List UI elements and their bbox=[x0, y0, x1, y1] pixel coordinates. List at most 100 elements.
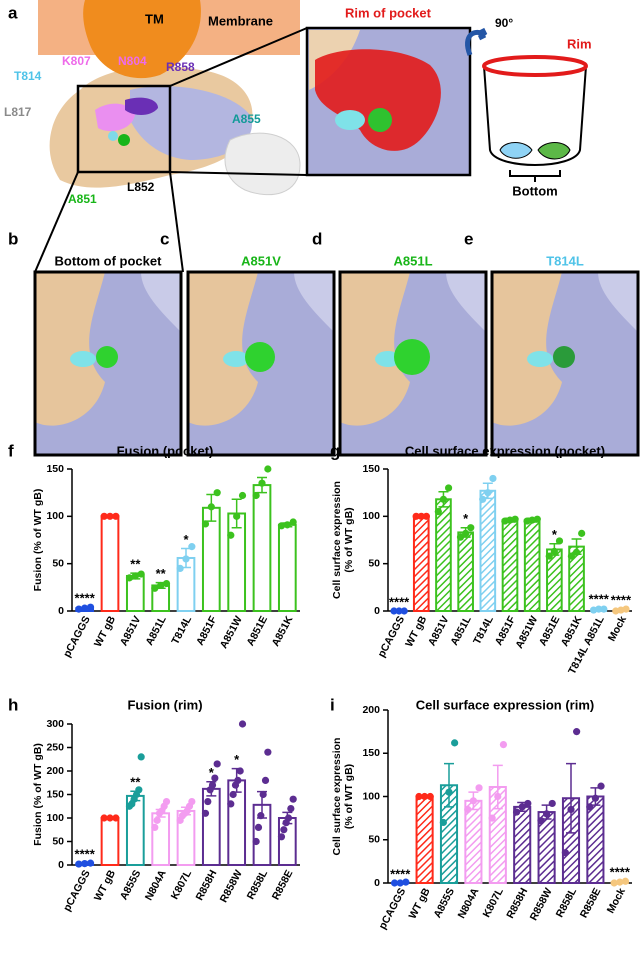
y-tick-label: 100 bbox=[46, 510, 64, 522]
data-point bbox=[106, 512, 114, 520]
x-tick-label: T814L bbox=[169, 614, 194, 647]
data-point bbox=[151, 584, 159, 592]
bar bbox=[501, 519, 519, 612]
panel-label: h bbox=[8, 695, 18, 714]
data-point bbox=[511, 515, 519, 523]
x-tick-label: R858W bbox=[218, 868, 245, 905]
significance-label: **** bbox=[75, 591, 96, 606]
data-point bbox=[106, 814, 114, 822]
data-point bbox=[434, 508, 442, 516]
residue-label: K807 bbox=[62, 54, 91, 68]
data-point bbox=[402, 878, 410, 886]
residue-label: A855 bbox=[232, 112, 261, 126]
data-point bbox=[439, 818, 447, 827]
residue-patch bbox=[125, 97, 158, 115]
panel-frame bbox=[186, 270, 336, 457]
data-point bbox=[86, 859, 95, 867]
bar-chart: g Cell surface expression (pocket) Cell su… bbox=[330, 441, 632, 676]
data-point bbox=[234, 776, 242, 785]
x-tick-label: A851E bbox=[244, 614, 270, 648]
data-point bbox=[277, 522, 286, 530]
bar bbox=[415, 795, 434, 884]
data-point bbox=[236, 767, 244, 775]
significance-label: * bbox=[234, 752, 240, 767]
data-point bbox=[390, 879, 399, 887]
residue-label: T814 bbox=[14, 69, 42, 83]
x-tick-label: A851L bbox=[448, 614, 474, 648]
data-point bbox=[462, 529, 470, 537]
data-point bbox=[524, 799, 532, 808]
cup-rim bbox=[482, 55, 588, 77]
y-tick-label: 100 bbox=[362, 510, 380, 522]
data-point bbox=[261, 776, 270, 785]
data-point bbox=[591, 794, 600, 802]
zoom-line bbox=[169, 27, 308, 87]
x-tick-label: R858E bbox=[270, 868, 296, 902]
data-point bbox=[135, 786, 143, 794]
data-point bbox=[157, 581, 165, 590]
y-tick-label: 100 bbox=[46, 812, 64, 824]
rotation-arrow bbox=[465, 27, 488, 56]
residue-label: R858 bbox=[166, 60, 195, 74]
bar bbox=[277, 523, 297, 612]
panel-frame bbox=[490, 270, 640, 457]
y-tick-label: 0 bbox=[58, 859, 64, 871]
x-tick-label: A851V bbox=[118, 614, 144, 648]
panel-label: c bbox=[160, 229, 169, 248]
cup-bottom-right bbox=[537, 142, 571, 160]
structure-panels: b Bottom of pocket c A851V d A851L e T814L bbox=[8, 229, 640, 457]
protein-surface bbox=[188, 272, 258, 426]
bottom-bracket bbox=[509, 170, 561, 182]
data-point bbox=[417, 512, 425, 520]
y-tick-label: 200 bbox=[46, 765, 64, 777]
data-point bbox=[572, 548, 581, 556]
protein-surface bbox=[294, 272, 334, 332]
x-tick-label: R858H bbox=[193, 868, 219, 902]
data-point bbox=[258, 479, 266, 487]
data-point bbox=[137, 753, 145, 761]
data-point bbox=[227, 531, 235, 539]
data-point bbox=[176, 564, 184, 573]
bar bbox=[479, 489, 497, 613]
data-point bbox=[188, 543, 196, 551]
significance-label: * bbox=[183, 532, 189, 547]
data-point bbox=[81, 604, 89, 612]
significance-label: **** bbox=[390, 866, 411, 881]
data-point bbox=[112, 512, 120, 520]
residue-patch bbox=[335, 110, 365, 130]
protein-surface bbox=[141, 272, 181, 332]
y-tick-label: 0 bbox=[374, 605, 380, 617]
membrane-label: Membrane bbox=[208, 13, 273, 28]
residue-patch bbox=[96, 346, 118, 368]
data-point bbox=[451, 739, 459, 747]
bar bbox=[252, 484, 272, 612]
data-point bbox=[283, 521, 291, 529]
data-point bbox=[208, 781, 217, 789]
significance-label: **** bbox=[611, 593, 632, 608]
bar-chart: f Fusion (pocket) Fusion (% of WT gB) 0 50 10… bbox=[8, 441, 300, 659]
bar bbox=[464, 799, 483, 885]
tm-label: TM bbox=[145, 11, 164, 26]
y-tick-label: 0 bbox=[58, 605, 64, 617]
x-tick-label: R858L bbox=[245, 868, 271, 902]
significance-label: ** bbox=[130, 557, 141, 572]
data-point bbox=[284, 814, 293, 822]
x-tick-label: Mock bbox=[606, 614, 629, 643]
residue-patch bbox=[245, 342, 275, 372]
tm-domain bbox=[83, 0, 201, 79]
x-tick-label: K807L bbox=[169, 868, 195, 902]
x-tick-label: A851W bbox=[218, 614, 245, 651]
protein-surface bbox=[340, 272, 410, 426]
data-point bbox=[207, 503, 215, 511]
data-point bbox=[287, 805, 295, 813]
data-point bbox=[213, 489, 221, 497]
data-point bbox=[484, 489, 492, 497]
data-point bbox=[426, 792, 434, 801]
error-bar bbox=[444, 762, 454, 808]
y-tick-label: 50 bbox=[368, 557, 380, 569]
data-point bbox=[201, 809, 210, 817]
data-point bbox=[439, 495, 448, 503]
y-tick-label: 100 bbox=[362, 790, 380, 802]
data-point bbox=[238, 491, 247, 500]
